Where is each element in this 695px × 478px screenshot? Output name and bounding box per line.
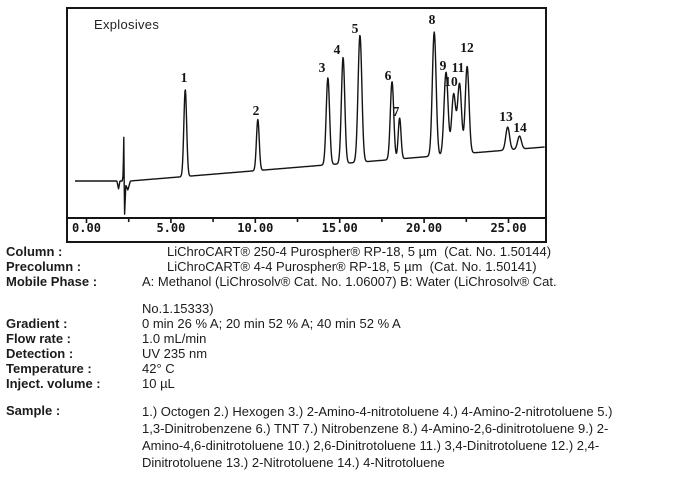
- peak-label-2: 2: [253, 103, 260, 118]
- chromatogram-plot: 0.00 5.00 10.00 15.00 20.00 25.00 1 2 3 4 5 6 7 8 9 10 1…: [68, 9, 545, 241]
- peak-label-1: 1: [181, 70, 188, 85]
- method-label-sample: Sample :: [6, 403, 61, 418]
- method-row-sample: Sample : 1.) Octogen 2.) Hexogen 3.) 2-A…: [6, 403, 694, 471]
- method-row-mobile-phase: Mobile Phase : A: Methanol (LiChrosolv® …: [6, 274, 694, 316]
- axis-tick-label: 0.00: [72, 221, 101, 235]
- peak-label-5: 5: [352, 21, 359, 36]
- method-value-inject-volume: 10 µL: [142, 376, 175, 391]
- peak-label-12: 12: [460, 40, 474, 55]
- method-row-column: Column : LiChroCART® 250-4 Purospher® RP…: [6, 244, 694, 259]
- method-row-flow-rate: Flow rate : 1.0 mL/min: [6, 331, 694, 346]
- method-value-temperature: 42° C: [142, 361, 175, 376]
- peak-label-13: 13: [499, 109, 513, 124]
- method-value-sample: 1.) Octogen 2.) Hexogen 3.) 2-Amino-4-ni…: [142, 404, 613, 470]
- method-row-gradient: Gradient : 0 min 26 % A; 20 min 52 % A; …: [6, 316, 694, 331]
- method-row-precolumn: Precolumn : LiChroCART® 4-4 Purospher® R…: [6, 259, 694, 274]
- chromatogram-title: Explosives: [94, 17, 160, 32]
- peak-label-7: 7: [393, 104, 400, 119]
- peak-label-9: 9: [440, 58, 447, 73]
- peak-label-8: 8: [429, 12, 436, 27]
- axis-tick-label: 20.00: [406, 221, 442, 235]
- peak-label-11: 11: [452, 60, 465, 75]
- method-row-inject-volume: Inject. volume : 10 µL: [6, 376, 694, 391]
- method-value-mobile-phase: A: Methanol (LiChrosolv® Cat. No. 1.0600…: [142, 274, 557, 316]
- method-label-flow-rate: Flow rate :: [6, 331, 72, 346]
- peak-label-3: 3: [319, 60, 326, 75]
- chromatogram-trace: [74, 31, 545, 215]
- method-value-flow-rate: 1.0 mL/min: [142, 331, 207, 346]
- method-label-gradient: Gradient :: [6, 316, 68, 331]
- method-label-temperature: Temperature :: [6, 361, 92, 376]
- axis-tick-label: 25.00: [490, 221, 526, 235]
- axis-tick-label: 15.00: [322, 221, 358, 235]
- method-value-detection: UV 235 nm: [142, 346, 208, 361]
- axis-tick-label: 5.00: [156, 221, 185, 235]
- method-value-gradient: 0 min 26 % A; 20 min 52 % A; 40 min 52 %…: [142, 316, 401, 331]
- peak-label-10: 10: [444, 74, 458, 89]
- method-row-temperature: Temperature : 42° C: [6, 361, 694, 376]
- chromatogram-svg: 0.00 5.00 10.00 15.00 20.00 25.00123456789101…: [68, 12, 545, 235]
- peak-label-6: 6: [385, 68, 392, 83]
- method-label-inject-volume: Inject. volume :: [6, 376, 101, 391]
- method-row-detection: Detection : UV 235 nm: [6, 346, 694, 361]
- method-value-column: LiChroCART® 250-4 Purospher® RP-18, 5 µm…: [167, 244, 552, 259]
- method-label-detection: Detection :: [6, 346, 74, 361]
- method-value-precolumn: LiChroCART® 4-4 Purospher® RP-18, 5 µm (…: [167, 259, 537, 274]
- axis-tick-label: 10.00: [237, 221, 273, 235]
- peak-label-14: 14: [513, 120, 527, 135]
- method-label-mobile-phase: Mobile Phase :: [6, 274, 98, 289]
- method-label-column: Column :: [6, 244, 63, 259]
- method-section: Column : LiChroCART® 250-4 Purospher® RP…: [6, 244, 694, 471]
- chromatogram-box: Explosives 0.00 5.00 10.00 15.00 20.00 25.00 1…: [66, 7, 547, 243]
- method-label-precolumn: Precolumn :: [6, 259, 82, 274]
- peak-label-4: 4: [334, 42, 341, 57]
